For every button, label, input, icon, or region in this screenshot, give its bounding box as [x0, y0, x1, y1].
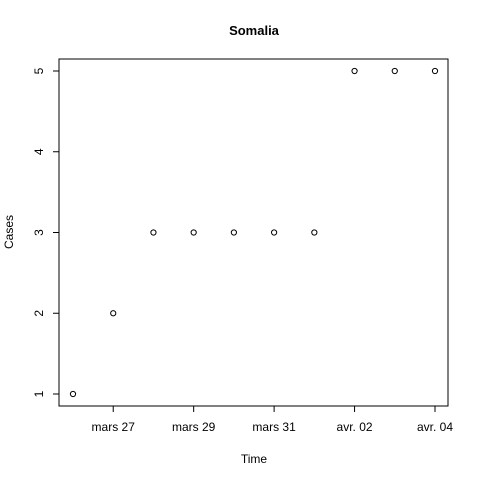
x-axis-label: Time — [241, 452, 268, 466]
y-tick-label: 2 — [32, 310, 46, 317]
x-axis: mars 27 mars 29 mars 31 avr. 02 avr. 04 — [92, 405, 453, 434]
data-point — [150, 229, 157, 236]
y-axis-label: Cases — [2, 215, 16, 249]
data-point — [69, 390, 77, 398]
x-tick-label: avr. 04 — [417, 420, 453, 434]
data-point — [271, 229, 278, 236]
data-point — [311, 229, 318, 236]
data-point — [391, 67, 398, 75]
x-tick-label: mars 27 — [92, 420, 136, 434]
data-point — [431, 67, 439, 75]
data-point — [110, 310, 117, 317]
data-point — [351, 67, 358, 75]
y-axis: 1 2 3 4 5 — [32, 67, 60, 397]
data-point — [230, 229, 237, 236]
x-tick-label: mars 31 — [252, 420, 296, 434]
x-tick-label: mars 29 — [172, 420, 216, 434]
data-points — [69, 67, 439, 398]
x-tick-label: avr. 02 — [337, 420, 373, 434]
plot-area — [58, 58, 449, 407]
y-tick-label: 3 — [32, 229, 46, 236]
chart-title: Somalia — [229, 23, 280, 38]
y-tick-label: 1 — [32, 390, 46, 397]
data-point — [190, 229, 197, 236]
y-tick-label: 4 — [32, 148, 46, 155]
y-tick-label: 5 — [32, 67, 46, 74]
